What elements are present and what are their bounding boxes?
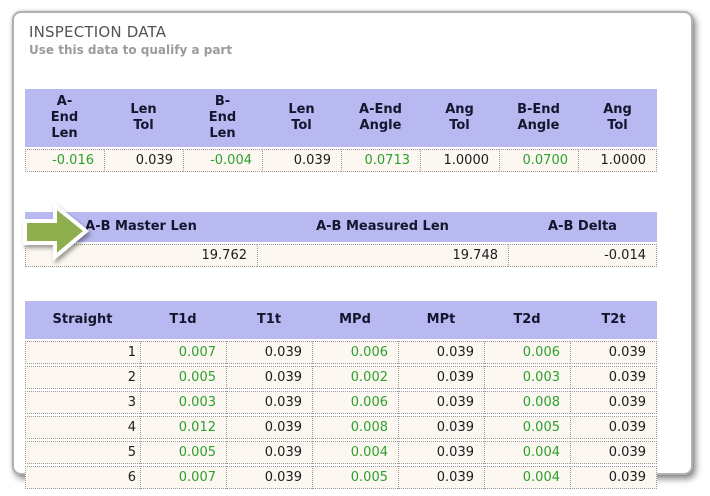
value-cell: 0.004 <box>484 466 570 489</box>
table-row: 1 0.007 0.039 0.006 0.039 0.006 0.039 <box>25 341 657 364</box>
value-cell: 0.039 <box>570 441 657 464</box>
value-cell: 0.012 <box>140 416 226 439</box>
row-number-cell: 5 <box>25 441 140 464</box>
straight-table-header-row: Straight T1d T1t MPd MPt T2d T2t <box>25 301 657 339</box>
col-header-ang-tol-a: Ang Tol <box>420 89 499 147</box>
col-header-b-end-angle: B-End Angle <box>499 89 578 147</box>
value-cell: 0.0700 <box>499 149 578 172</box>
value-cell: 19.762 <box>25 244 257 267</box>
value-cell: 0.006 <box>312 391 398 414</box>
table-row: 2 0.005 0.039 0.002 0.039 0.003 0.039 <box>25 366 657 389</box>
value-cell: 0.004 <box>312 441 398 464</box>
end-table-value-row: -0.016 0.039 -0.004 0.039 0.0713 1.0000 … <box>25 149 657 172</box>
col-header-a-end-angle: A-End Angle <box>341 89 420 147</box>
col-header-ab-delta: A-B Delta <box>508 212 657 242</box>
value-cell: 19.748 <box>257 244 508 267</box>
row-number-cell: 1 <box>25 341 140 364</box>
row-number-cell: 2 <box>25 366 140 389</box>
value-cell: 0.039 <box>570 391 657 414</box>
col-header-t1d: T1d <box>140 301 226 339</box>
row-number-cell: 4 <box>25 416 140 439</box>
green-arrow-icon <box>23 202 90 262</box>
value-cell: 0.039 <box>570 366 657 389</box>
value-cell: -0.014 <box>508 244 657 267</box>
value-cell: 0.039 <box>398 466 484 489</box>
col-header-t1t: T1t <box>226 301 312 339</box>
row-number-cell: 6 <box>25 466 140 489</box>
inspection-report-panel: INSPECTION DATA Use this data to qualify… <box>12 11 693 489</box>
col-header-b-end-len: B- End Len <box>183 89 262 147</box>
value-cell: 1.0000 <box>420 149 499 172</box>
value-cell: 0.039 <box>262 149 341 172</box>
page-title: INSPECTION DATA <box>29 23 167 41</box>
table-row: 3 0.003 0.039 0.006 0.039 0.008 0.039 <box>25 391 657 414</box>
value-cell: -0.016 <box>25 149 104 172</box>
value-cell: 0.039 <box>226 391 312 414</box>
page-subtitle: Use this data to qualify a part <box>29 43 233 57</box>
col-header-len-tol-b: Len Tol <box>262 89 341 147</box>
value-cell: 0.005 <box>484 416 570 439</box>
end-measurements-table: A- End Len Len Tol B- End Len Len Tol A-… <box>25 87 657 174</box>
value-cell: 0.003 <box>484 366 570 389</box>
value-cell: 1.0000 <box>578 149 657 172</box>
value-cell: 0.039 <box>398 416 484 439</box>
ab-table-value-row: 19.762 19.748 -0.014 <box>25 244 657 267</box>
value-cell: 0.003 <box>140 391 226 414</box>
value-cell: 0.006 <box>312 341 398 364</box>
value-cell: 0.039 <box>570 416 657 439</box>
col-header-straight: Straight <box>25 301 140 339</box>
col-header-a-end-len: A- End Len <box>25 89 104 147</box>
straightness-table: Straight T1d T1t MPd MPt T2d T2t 1 0.007… <box>25 299 657 491</box>
value-cell: 0.039 <box>570 466 657 489</box>
value-cell: 0.039 <box>226 416 312 439</box>
value-cell: -0.004 <box>183 149 262 172</box>
ab-table-header-row: A-B Master Len A-B Measured Len A-B Delt… <box>25 212 657 242</box>
col-header-len-tol-a: Len Tol <box>104 89 183 147</box>
value-cell: 0.006 <box>484 341 570 364</box>
ab-length-section: A-B Master Len A-B Measured Len A-B Delt… <box>23 202 691 269</box>
value-cell: 0.039 <box>226 366 312 389</box>
value-cell: 0.039 <box>398 366 484 389</box>
value-cell: 0.039 <box>398 391 484 414</box>
table-row: 4 0.012 0.039 0.008 0.039 0.005 0.039 <box>25 416 657 439</box>
table-row: 6 0.007 0.039 0.005 0.039 0.004 0.039 <box>25 466 657 489</box>
value-cell: 0.039 <box>104 149 183 172</box>
value-cell: 0.007 <box>140 466 226 489</box>
value-cell: 0.008 <box>484 391 570 414</box>
col-header-t2d: T2d <box>484 301 570 339</box>
col-header-ab-measured-len: A-B Measured Len <box>257 212 508 242</box>
col-header-t2t: T2t <box>570 301 657 339</box>
value-cell: 0.005 <box>140 441 226 464</box>
value-cell: 0.039 <box>570 341 657 364</box>
value-cell: 0.0713 <box>341 149 420 172</box>
ab-length-table: A-B Master Len A-B Measured Len A-B Delt… <box>25 210 657 269</box>
col-header-ang-tol-b: Ang Tol <box>578 89 657 147</box>
value-cell: 0.039 <box>226 341 312 364</box>
end-table-header-row: A- End Len Len Tol B- End Len Len Tol A-… <box>25 89 657 147</box>
value-cell: 0.039 <box>398 441 484 464</box>
value-cell: 0.005 <box>312 466 398 489</box>
value-cell: 0.039 <box>226 466 312 489</box>
value-cell: 0.002 <box>312 366 398 389</box>
value-cell: 0.039 <box>226 441 312 464</box>
value-cell: 0.008 <box>312 416 398 439</box>
value-cell: 0.004 <box>484 441 570 464</box>
value-cell: 0.007 <box>140 341 226 364</box>
table-row: 5 0.005 0.039 0.004 0.039 0.004 0.039 <box>25 441 657 464</box>
row-number-cell: 3 <box>25 391 140 414</box>
value-cell: 0.005 <box>140 366 226 389</box>
col-header-mpd: MPd <box>312 301 398 339</box>
col-header-mpt: MPt <box>398 301 484 339</box>
value-cell: 0.039 <box>398 341 484 364</box>
